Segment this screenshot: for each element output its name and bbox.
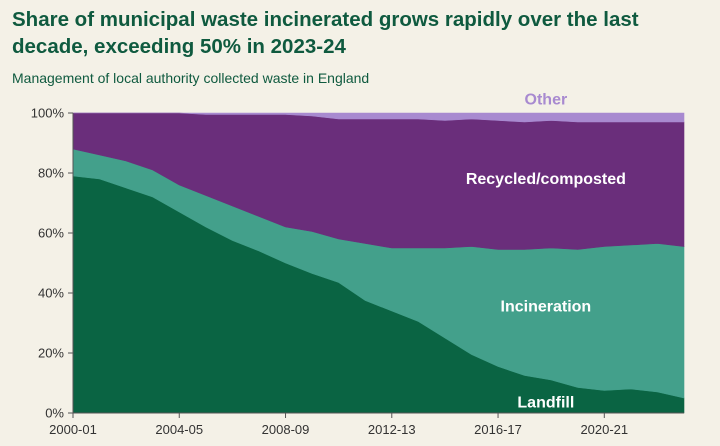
x-tick-label: 2012-13 (368, 422, 416, 437)
series-label-recycled: Recycled/composted (466, 171, 626, 188)
chart-title: Share of municipal waste incinerated gro… (12, 8, 639, 58)
x-tick-label: 2020-21 (580, 422, 628, 437)
series-label-incineration: Incineration (501, 299, 592, 316)
x-tick-label: 2016-17 (474, 422, 522, 437)
y-tick-label: 60% (38, 226, 64, 241)
x-tick-label: 2004-05 (155, 422, 203, 437)
chart-subtitle: Management of local authority collected … (12, 70, 370, 86)
x-tick-label: 2000-01 (49, 422, 97, 437)
area-other (73, 112, 685, 123)
y-tick-label: 80% (38, 166, 64, 181)
y-tick-label: 40% (38, 286, 64, 301)
series-label-landfill: Landfill (517, 395, 574, 412)
y-tick-label: 20% (38, 346, 64, 361)
series-label-other: Other (525, 92, 568, 109)
y-tick-label: 100% (31, 106, 65, 121)
y-tick-label: 0% (45, 406, 64, 421)
x-tick-label: 2008-09 (262, 422, 310, 437)
